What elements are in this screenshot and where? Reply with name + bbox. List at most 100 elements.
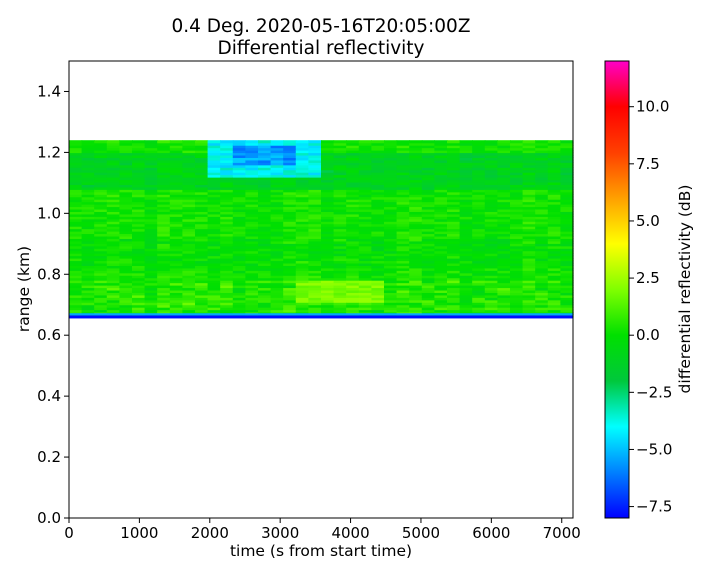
heatmap-cell [459,248,473,252]
heatmap-cell [182,154,196,158]
heatmap-cell [447,150,461,154]
heatmap-cell [510,304,524,308]
heatmap-cell [295,181,309,185]
heatmap-cell [484,174,498,178]
heatmap-cell [232,196,246,200]
heatmap-cell [522,150,536,154]
heatmap-cell [434,289,448,293]
heatmap-cell [358,157,372,161]
heatmap-cell [94,277,108,281]
heatmap-cell [346,216,360,220]
heatmap-cell [232,159,246,163]
heatmap-cell [270,216,284,220]
heatmap-cell [472,213,486,217]
heatmap-cell [371,307,385,311]
heatmap-cell [308,189,322,193]
heatmap-cell [472,292,486,296]
heatmap-cell [119,248,133,252]
heatmap-cell [484,272,498,276]
heatmap-cell [421,228,435,232]
heatmap-cell [157,226,171,230]
heatmap-cell [308,272,322,276]
heatmap-cell [295,145,309,149]
heatmap-cell [182,248,196,252]
heatmap-cell [106,277,120,281]
heatmap-cell [295,199,309,203]
heatmap-cell [132,152,146,156]
heatmap-cell [195,277,209,281]
heatmap-cell [258,194,272,198]
heatmap-cell [459,145,473,149]
heatmap-cell [384,196,398,200]
heatmap-cell [232,280,246,284]
heatmap-cell [132,226,146,230]
heatmap-cell [560,267,574,271]
heatmap-cell [308,292,322,296]
heatmap-cell [81,186,95,190]
heatmap-cell [409,145,423,149]
heatmap-cell [207,299,221,303]
heatmap-cell [346,186,360,190]
heatmap-cell [358,235,372,239]
heatmap-cell [384,277,398,281]
heatmap-cell [94,194,108,198]
heatmap-cell [358,167,372,171]
heatmap-cell [94,260,108,264]
heatmap-cell [459,150,473,154]
heatmap-cell [522,292,536,296]
heatmap-cell [119,194,133,198]
heatmap-cell [346,250,360,254]
heatmap-cell [182,245,196,249]
heatmap-cell [245,159,259,163]
heatmap-cell [207,206,221,210]
heatmap-cell [484,226,498,230]
heatmap-cell [384,235,398,239]
heatmap-cell [295,275,309,279]
heatmap-cell [459,206,473,210]
heatmap-cell [270,265,284,269]
heatmap-cell [522,275,536,279]
heatmap-cell [358,250,372,254]
heatmap-cell [346,218,360,222]
heatmap-cell [560,145,574,149]
heatmap-cell [182,272,196,276]
heatmap-cell [321,260,335,264]
heatmap-cell [295,211,309,215]
heatmap-cell [560,270,574,274]
heatmap-cell [270,270,284,274]
heatmap-cell [106,270,120,274]
heatmap-cell [560,154,574,158]
heatmap-cell [258,154,272,158]
heatmap-cell [144,302,158,306]
heatmap-cell [169,147,183,151]
heatmap-cell [295,216,309,220]
heatmap-cell [510,213,524,217]
heatmap-cell [119,275,133,279]
heatmap-cell [258,245,272,249]
heatmap-cell [358,289,372,293]
heatmap-cell [421,235,435,239]
heatmap-cell [472,255,486,259]
heatmap-cell [547,216,561,220]
heatmap-cell [522,181,536,185]
heatmap-cell [497,282,511,286]
heatmap-cell [321,282,335,286]
heatmap-cell [434,216,448,220]
heatmap-cell [447,184,461,188]
heatmap-cell [560,262,574,266]
heatmap-cell [510,238,524,242]
heatmap-cell [295,245,309,249]
heatmap-cell [258,181,272,185]
heatmap-cell [220,147,234,151]
heatmap-cell [434,177,448,181]
heatmap-cell [94,145,108,149]
y-tick-label: 0.6 [37,326,61,344]
heatmap-cell [283,208,297,212]
heatmap-cell [459,253,473,257]
heatmap-cell [106,206,120,210]
heatmap-cell [283,231,297,235]
heatmap-cell [270,208,284,212]
heatmap-cell [371,260,385,264]
heatmap-cell [258,233,272,237]
heatmap-cell [308,201,322,205]
